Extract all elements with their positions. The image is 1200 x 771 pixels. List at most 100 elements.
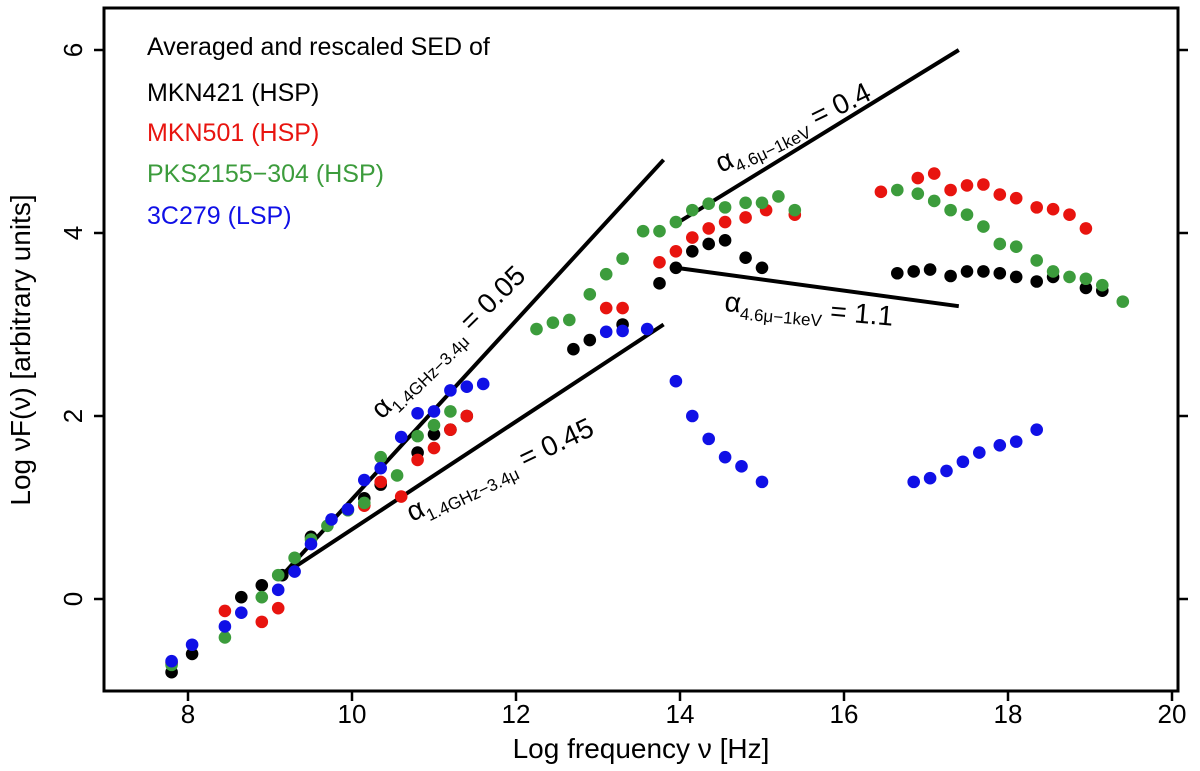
data-point: [271, 601, 285, 615]
data-point: [411, 406, 424, 420]
data-point: [394, 430, 408, 444]
data-point: [255, 615, 269, 629]
data-point: [944, 183, 957, 197]
data-point: [718, 450, 732, 464]
data-point: [702, 197, 715, 211]
data-point: [255, 590, 269, 604]
data-point: [755, 261, 769, 275]
data-point: [1063, 208, 1076, 221]
fit-line: [280, 158, 666, 577]
data-point: [358, 473, 371, 487]
data-point: [911, 171, 925, 185]
data-point: [956, 455, 970, 469]
data-point: [653, 255, 666, 269]
data-point: [427, 428, 441, 441]
y-axis-ticks: 0 2 4 6: [58, 43, 1188, 606]
annotation-alpha-radio-ir-0.05: α1.4GHz−3.4μ = 0.05: [364, 259, 534, 427]
data-point: [476, 377, 490, 391]
data-point: [993, 266, 1007, 280]
x-tick-label: 12: [502, 699, 531, 729]
data-points: [165, 167, 1130, 679]
data-point: [977, 265, 990, 278]
data-point: [669, 261, 683, 275]
data-point: [390, 469, 404, 482]
data-point: [923, 471, 937, 485]
data-point: [165, 654, 178, 668]
data-point: [907, 265, 920, 278]
data-point: [271, 583, 285, 597]
data-point: [739, 196, 752, 210]
x-tick-label: 8: [181, 699, 195, 729]
data-point: [636, 224, 650, 238]
data-point: [960, 179, 974, 192]
data-point: [444, 384, 457, 397]
data-point: [973, 446, 986, 459]
data-point: [702, 237, 715, 251]
data-point: [1079, 272, 1093, 286]
x-tick-label: 18: [994, 699, 1023, 729]
data-point: [940, 464, 953, 478]
data-point: [1079, 281, 1093, 295]
data-point: [755, 475, 769, 489]
data-point: [255, 578, 269, 592]
data-point: [1063, 270, 1076, 284]
legend-entry-mkn421: MKN421 (HSP): [147, 79, 319, 107]
legend-entry-3c279: 3C279 (LSP): [147, 202, 292, 230]
data-point: [718, 234, 732, 247]
data-point: [993, 237, 1007, 251]
data-point: [653, 224, 666, 238]
data-point: [960, 265, 974, 278]
data-point: [374, 475, 388, 489]
data-point: [1009, 435, 1023, 448]
data-point: [993, 188, 1007, 201]
data-point: [686, 203, 699, 217]
data-point: [755, 196, 769, 210]
data-point: [927, 167, 941, 180]
data-point: [1096, 278, 1109, 292]
legend-title: Averaged and rescaled SED of: [147, 33, 490, 61]
data-point: [960, 208, 974, 221]
data-point: [288, 551, 301, 565]
fit-line: [674, 48, 960, 226]
y-tick-label: 0: [58, 592, 88, 606]
x-axis-ticks: 8 10 12 14 16 18 20: [181, 691, 1186, 729]
plot-frame: [102, 6, 1180, 693]
data-point: [911, 187, 925, 200]
data-point: [341, 503, 355, 516]
data-point: [927, 194, 941, 208]
data-point: [427, 441, 441, 455]
data-point: [718, 201, 732, 214]
series-1: [165, 167, 1093, 670]
y-tick-label: 2: [58, 409, 88, 423]
data-point: [702, 432, 715, 446]
x-tick-label: 16: [830, 699, 859, 729]
data-point: [1046, 202, 1060, 216]
data-point: [599, 267, 613, 281]
data-point: [460, 409, 474, 423]
y-tick-label: 4: [58, 226, 88, 240]
data-point: [788, 203, 802, 217]
data-point: [686, 409, 699, 423]
data-point: [460, 380, 474, 394]
data-point: [1009, 191, 1023, 205]
data-point: [891, 266, 904, 280]
series-3: [165, 322, 1043, 668]
data-point: [669, 245, 683, 258]
data-point: [185, 647, 199, 661]
data-point: [1030, 275, 1043, 288]
y-tick-label: 6: [58, 43, 88, 57]
annotation-alpha-ir-xray-0.4: α4.6μ−1keV = 0.4: [710, 76, 878, 183]
data-point: [218, 631, 232, 644]
data-point: [185, 638, 199, 652]
data-point: [411, 429, 424, 443]
data-point: [1046, 265, 1060, 278]
data-point: [599, 301, 613, 315]
data-point: [640, 322, 654, 336]
data-point: [444, 405, 457, 418]
y-axis-title: Log νF(ν) [arbitrary units]: [5, 194, 36, 505]
series-0: [165, 234, 1109, 679]
data-point: [444, 423, 457, 437]
data-point: [718, 215, 732, 229]
data-point: [427, 405, 441, 418]
